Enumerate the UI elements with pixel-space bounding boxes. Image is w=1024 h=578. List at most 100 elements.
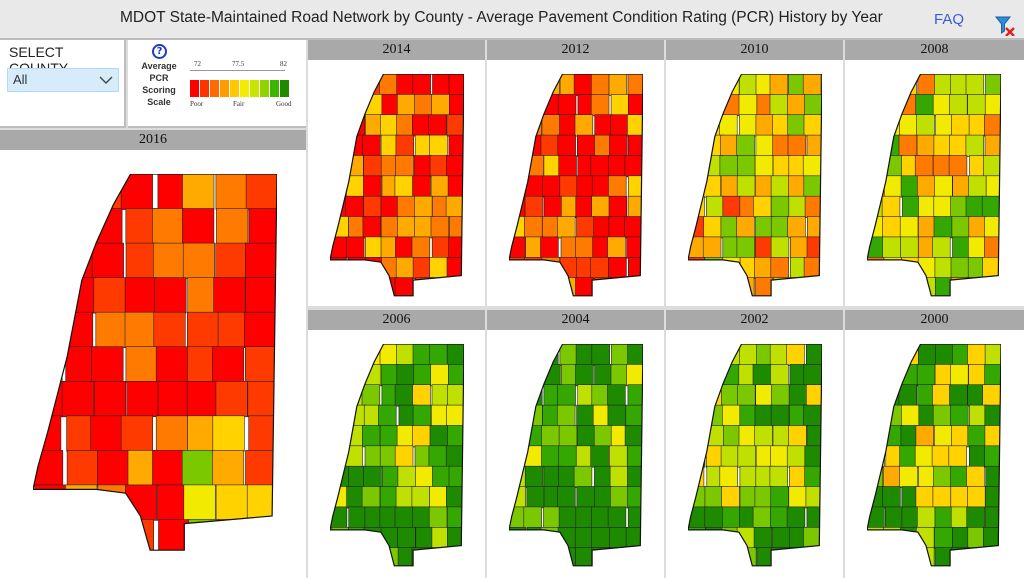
county-shape[interactable]	[575, 236, 594, 259]
county-shape[interactable]	[934, 175, 953, 198]
county-shape[interactable]	[540, 344, 559, 366]
county-shape[interactable]	[754, 155, 774, 178]
county-shape[interactable]	[346, 486, 365, 509]
county-shape[interactable]	[688, 384, 706, 407]
county-dropdown[interactable]: All	[7, 68, 119, 92]
county-shape[interactable]	[934, 527, 953, 550]
county-shape[interactable]	[524, 364, 544, 387]
county-shape[interactable]	[705, 195, 725, 218]
county-shape[interactable]	[524, 216, 543, 239]
county-shape[interactable]	[245, 242, 277, 279]
county-shape[interactable]	[737, 547, 757, 568]
county-shape[interactable]	[248, 208, 277, 245]
county-shape[interactable]	[984, 94, 1001, 117]
county-shape[interactable]	[883, 465, 902, 488]
county-shape[interactable]	[867, 425, 886, 448]
county-shape[interactable]	[121, 519, 154, 555]
county-shape[interactable]	[330, 344, 347, 366]
county-shape[interactable]	[950, 404, 969, 427]
county-shape[interactable]	[867, 114, 886, 137]
county-shape[interactable]	[509, 547, 527, 568]
county-shape[interactable]	[153, 311, 186, 348]
county-shape[interactable]	[967, 425, 986, 448]
county-shape[interactable]	[415, 277, 434, 298]
county-shape[interactable]	[868, 404, 888, 427]
county-shape[interactable]	[347, 527, 367, 550]
county-shape[interactable]	[984, 425, 1001, 448]
county-shape[interactable]	[916, 114, 935, 137]
county-shape[interactable]	[33, 381, 66, 418]
county-shape[interactable]	[245, 450, 278, 487]
county-shape[interactable]	[703, 216, 722, 239]
county-shape[interactable]	[802, 74, 822, 96]
county-shape[interactable]	[770, 236, 790, 259]
county-shape[interactable]	[624, 155, 643, 178]
county-shape[interactable]	[540, 94, 560, 117]
county-shape[interactable]	[90, 208, 123, 245]
county-shape[interactable]	[608, 155, 627, 178]
county-shape[interactable]	[557, 134, 576, 157]
county-shape[interactable]	[526, 547, 545, 568]
county-shape[interactable]	[704, 257, 723, 280]
county-shape[interactable]	[982, 384, 1001, 407]
county-shape[interactable]	[755, 134, 775, 157]
county-shape[interactable]	[755, 216, 774, 239]
county-shape[interactable]	[788, 486, 807, 509]
county-shape[interactable]	[510, 364, 529, 387]
county-shape[interactable]	[330, 547, 348, 568]
county-shape[interactable]	[787, 94, 806, 117]
county-shape[interactable]	[883, 175, 903, 198]
county-shape[interactable]	[524, 257, 543, 280]
county-shape[interactable]	[577, 425, 596, 448]
county-map[interactable]	[509, 74, 643, 298]
county-shape[interactable]	[61, 208, 94, 245]
county-shape[interactable]	[448, 134, 464, 157]
county-shape[interactable]	[445, 195, 464, 218]
county-shape[interactable]	[187, 311, 220, 348]
county-shape[interactable]	[186, 381, 219, 418]
county-shape[interactable]	[362, 134, 381, 157]
county-shape[interactable]	[688, 445, 706, 468]
county-shape[interactable]	[702, 236, 722, 259]
county-shape[interactable]	[414, 195, 433, 218]
county-shape[interactable]	[215, 381, 248, 418]
county-shape[interactable]	[540, 134, 560, 157]
county-shape[interactable]	[152, 450, 185, 487]
county-shape[interactable]	[966, 506, 985, 529]
county-shape[interactable]	[524, 465, 544, 488]
county-shape[interactable]	[181, 450, 214, 487]
county-shape[interactable]	[447, 384, 464, 407]
county-shape[interactable]	[394, 277, 414, 298]
county-shape[interactable]	[755, 236, 774, 259]
county-shape[interactable]	[91, 346, 124, 383]
county-shape[interactable]	[330, 404, 346, 427]
county-shape[interactable]	[212, 346, 245, 383]
county-shape[interactable]	[881, 195, 901, 218]
county-shape[interactable]	[526, 486, 545, 509]
county-shape[interactable]	[430, 175, 450, 198]
county-shape[interactable]	[152, 208, 185, 245]
county-shape[interactable]	[557, 486, 576, 509]
county-shape[interactable]	[770, 404, 790, 427]
county-shape[interactable]	[965, 74, 985, 96]
county-shape[interactable]	[770, 195, 790, 218]
county-shape[interactable]	[509, 195, 526, 218]
county-shape[interactable]	[981, 547, 1001, 568]
county-shape[interactable]	[573, 465, 593, 488]
county-shape[interactable]	[915, 486, 935, 509]
county-shape[interactable]	[125, 242, 158, 279]
county-shape[interactable]	[93, 277, 126, 314]
county-shape[interactable]	[429, 134, 448, 157]
county-shape[interactable]	[769, 344, 789, 366]
county-shape[interactable]	[593, 425, 613, 448]
county-shape[interactable]	[345, 155, 364, 178]
county-shape[interactable]	[446, 114, 464, 137]
county-shape[interactable]	[609, 134, 628, 157]
county-shape[interactable]	[558, 155, 577, 178]
county-shape[interactable]	[802, 155, 822, 178]
county-shape[interactable]	[917, 344, 937, 366]
county-shape[interactable]	[804, 465, 822, 488]
county-shape[interactable]	[688, 277, 707, 298]
county-shape[interactable]	[364, 94, 384, 117]
county-shape[interactable]	[788, 384, 808, 407]
